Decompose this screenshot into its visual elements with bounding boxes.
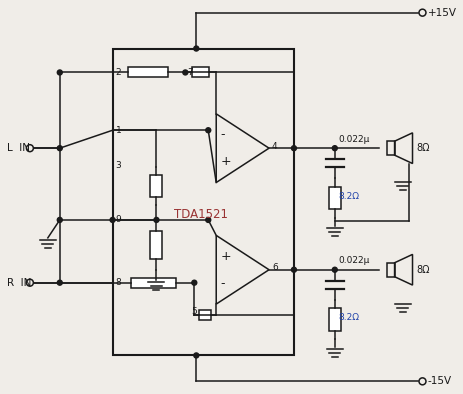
Text: +: + [220, 155, 231, 168]
Text: 8.2Ω: 8.2Ω [339, 191, 360, 201]
Bar [329, 309, 341, 331]
Bar [150, 231, 163, 259]
Text: 0.022μ: 0.022μ [339, 135, 370, 144]
Circle shape [194, 46, 199, 51]
Text: R  IN: R IN [7, 278, 31, 288]
Circle shape [332, 267, 337, 272]
Text: 6: 6 [272, 263, 278, 272]
Circle shape [419, 9, 426, 16]
Text: 9: 9 [116, 216, 121, 225]
Circle shape [332, 146, 337, 151]
Text: 0.022μ: 0.022μ [339, 256, 370, 265]
Bar [150, 175, 163, 197]
Circle shape [194, 353, 199, 358]
Text: -: - [220, 277, 225, 290]
Text: 4: 4 [272, 142, 278, 151]
Circle shape [57, 280, 63, 285]
Bar [329, 187, 341, 209]
Text: 8Ω: 8Ω [417, 265, 430, 275]
Text: -15V: -15V [427, 376, 451, 387]
Circle shape [154, 217, 159, 222]
Text: 5: 5 [191, 307, 197, 316]
Bar [199, 310, 212, 320]
Circle shape [57, 70, 63, 75]
Text: 8Ω: 8Ω [417, 143, 430, 153]
Bar [387, 141, 394, 155]
Circle shape [419, 378, 426, 385]
Circle shape [26, 279, 33, 286]
Circle shape [192, 280, 197, 285]
Bar [387, 263, 394, 277]
Text: 2: 2 [116, 68, 121, 77]
Text: L  IN: L IN [7, 143, 30, 153]
Circle shape [183, 70, 188, 75]
Text: TDA1521: TDA1521 [175, 208, 228, 221]
Circle shape [110, 217, 115, 222]
Circle shape [26, 145, 33, 152]
Bar [192, 67, 209, 78]
Bar [128, 67, 168, 78]
Text: 7: 7 [188, 68, 193, 77]
Text: +: + [220, 249, 231, 262]
Text: 8: 8 [116, 278, 121, 287]
Bar [131, 278, 176, 288]
Text: 8.2Ω: 8.2Ω [339, 313, 360, 322]
Circle shape [57, 217, 63, 222]
Circle shape [291, 267, 296, 272]
Bar [113, 48, 294, 355]
Circle shape [291, 146, 296, 151]
Circle shape [206, 217, 211, 222]
Text: 1: 1 [116, 126, 121, 135]
Text: +15V: +15V [427, 7, 457, 18]
Text: 3: 3 [116, 161, 121, 169]
Circle shape [57, 146, 63, 151]
Circle shape [206, 128, 211, 133]
Text: -: - [220, 128, 225, 141]
